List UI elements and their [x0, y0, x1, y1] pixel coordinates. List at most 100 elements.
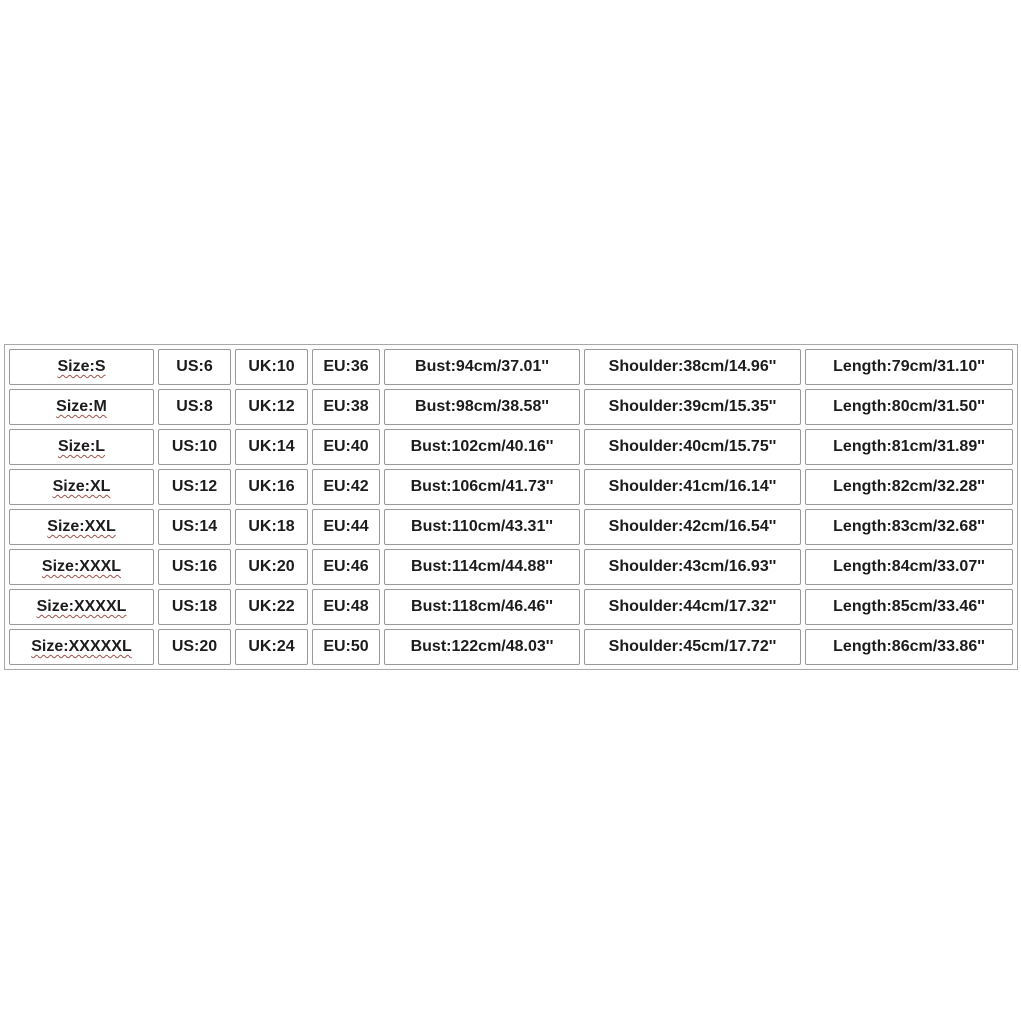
cell-size: Size:XXXXXL: [9, 629, 154, 665]
cell-length: Length:84cm/33.07'': [805, 549, 1013, 585]
cell-text: US:16: [171, 558, 218, 575]
cell-text: Shoulder:43cm/16.93'': [608, 558, 777, 575]
cell-bust: Bust:106cm/41.73'': [384, 469, 580, 505]
cell-text: US:10: [171, 438, 218, 455]
cell-eu: EU:50: [312, 629, 380, 665]
cell-text: Shoulder:41cm/16.14'': [608, 478, 777, 495]
cell-size: Size:S: [9, 349, 154, 385]
cell-text: US:12: [171, 478, 218, 495]
cell-bust: Bust:110cm/43.31'': [384, 509, 580, 545]
cell-us: US:16: [158, 549, 231, 585]
cell-eu: EU:40: [312, 429, 380, 465]
cell-eu: EU:44: [312, 509, 380, 545]
size-label: Size:M: [56, 398, 107, 415]
cell-eu: EU:48: [312, 589, 380, 625]
cell-text: Bust:98cm/38.58'': [415, 398, 549, 415]
cell-text: Shoulder:40cm/15.75'': [608, 438, 777, 455]
cell-text: EU:46: [323, 558, 369, 575]
size-label: Size:XXXXL: [36, 598, 127, 615]
cell-uk: UK:16: [235, 469, 308, 505]
cell-shoulder: Shoulder:44cm/17.32'': [584, 589, 801, 625]
table-row: Size:L US:10 UK:14 EU:40 Bust:102cm/40.16'' S…: [9, 429, 1013, 465]
cell-size: Size:XXL: [9, 509, 154, 545]
cell-text: US:18: [171, 598, 218, 615]
cell-eu: EU:36: [312, 349, 380, 385]
cell-us: US:12: [158, 469, 231, 505]
cell-eu: EU:38: [312, 389, 380, 425]
size-label: Size:S: [57, 358, 106, 375]
cell-text: EU:40: [323, 438, 369, 455]
cell-text: Bust:102cm/40.16'': [410, 438, 554, 455]
cell-bust: Bust:102cm/40.16'': [384, 429, 580, 465]
cell-text: UK:20: [248, 558, 295, 575]
cell-text: Length:81cm/31.89'': [833, 438, 985, 455]
size-label: Size:L: [57, 438, 106, 455]
cell-bust: Bust:114cm/44.88'': [384, 549, 580, 585]
cell-length: Length:82cm/32.28'': [805, 469, 1013, 505]
cell-uk: UK:14: [235, 429, 308, 465]
cell-text: US:20: [171, 638, 218, 655]
cell-text: Shoulder:38cm/14.96'': [608, 358, 777, 375]
cell-text: EU:48: [323, 598, 369, 615]
cell-text: Bust:114cm/44.88'': [411, 558, 553, 575]
table-row: Size:XL US:12 UK:16 EU:42 Bust:106cm/41.73''…: [9, 469, 1013, 505]
cell-size: Size:L: [9, 429, 154, 465]
cell-size: Size:M: [9, 389, 154, 425]
cell-length: Length:83cm/32.68'': [805, 509, 1013, 545]
cell-text: EU:36: [323, 358, 369, 375]
cell-shoulder: Shoulder:42cm/16.54'': [584, 509, 801, 545]
cell-text: Bust:94cm/37.01'': [415, 358, 549, 375]
cell-length: Length:79cm/31.10'': [805, 349, 1013, 385]
cell-text: Bust:122cm/48.03'': [410, 638, 554, 655]
cell-shoulder: Shoulder:45cm/17.72'': [584, 629, 801, 665]
cell-us: US:10: [158, 429, 231, 465]
cell-bust: Bust:98cm/38.58'': [384, 389, 580, 425]
cell-shoulder: Shoulder:41cm/16.14'': [584, 469, 801, 505]
cell-bust: Bust:94cm/37.01'': [384, 349, 580, 385]
cell-length: Length:85cm/33.46'': [805, 589, 1013, 625]
cell-text: Shoulder:45cm/17.72'': [608, 638, 777, 655]
cell-text: Bust:110cm/43.31'': [411, 518, 553, 535]
cell-text: UK:24: [248, 638, 295, 655]
cell-text: US:8: [176, 398, 213, 415]
cell-shoulder: Shoulder:38cm/14.96'': [584, 349, 801, 385]
cell-shoulder: Shoulder:40cm/15.75'': [584, 429, 801, 465]
cell-text: UK:16: [248, 478, 295, 495]
cell-text: Shoulder:39cm/15.35'': [608, 398, 777, 415]
cell-text: US:6: [176, 358, 213, 375]
cell-size: Size:XXXL: [9, 549, 154, 585]
size-chart-table: Size:S US:6 UK:10 EU:36 Bust:94cm/37.01'' Sho…: [4, 344, 1018, 670]
cell-size: Size:XXXXL: [9, 589, 154, 625]
size-label: Size:XXXL: [41, 558, 122, 575]
cell-uk: UK:24: [235, 629, 308, 665]
cell-text: UK:10: [248, 358, 295, 375]
cell-length: Length:80cm/31.50'': [805, 389, 1013, 425]
cell-text: EU:38: [323, 398, 369, 415]
cell-text: Length:82cm/32.28'': [833, 478, 985, 495]
cell-us: US:18: [158, 589, 231, 625]
cell-uk: UK:12: [235, 389, 308, 425]
cell-eu: EU:42: [312, 469, 380, 505]
table-row: Size:XXXXL US:18 UK:22 EU:48 Bust:118cm/46.4…: [9, 589, 1013, 625]
cell-us: US:14: [158, 509, 231, 545]
cell-uk: UK:18: [235, 509, 308, 545]
cell-text: EU:44: [323, 518, 369, 535]
cell-text: Bust:106cm/41.73'': [410, 478, 554, 495]
table-row: Size:S US:6 UK:10 EU:36 Bust:94cm/37.01'' Sho…: [9, 349, 1013, 385]
size-label: Size:XXL: [47, 518, 116, 535]
size-label: Size:XXXXXL: [31, 638, 132, 655]
cell-text: Length:86cm/33.86'': [833, 638, 985, 655]
cell-bust: Bust:122cm/48.03'': [384, 629, 580, 665]
size-chart-body: Size:S US:6 UK:10 EU:36 Bust:94cm/37.01'' Sho…: [9, 349, 1013, 665]
cell-uk: UK:22: [235, 589, 308, 625]
cell-text: Length:80cm/31.50'': [833, 398, 985, 415]
cell-text: Length:83cm/32.68'': [833, 518, 985, 535]
cell-length: Length:81cm/31.89'': [805, 429, 1013, 465]
cell-text: Shoulder:42cm/16.54'': [608, 518, 777, 535]
cell-text: EU:50: [323, 638, 369, 655]
table-row: Size:XXL US:14 UK:18 EU:44 Bust:110cm/43.31'…: [9, 509, 1013, 545]
cell-text: Shoulder:44cm/17.32'': [608, 598, 777, 615]
cell-text: Bust:118cm/46.46'': [411, 598, 553, 615]
table-row: Size:XXXL US:16 UK:20 EU:46 Bust:114cm/44.88…: [9, 549, 1013, 585]
